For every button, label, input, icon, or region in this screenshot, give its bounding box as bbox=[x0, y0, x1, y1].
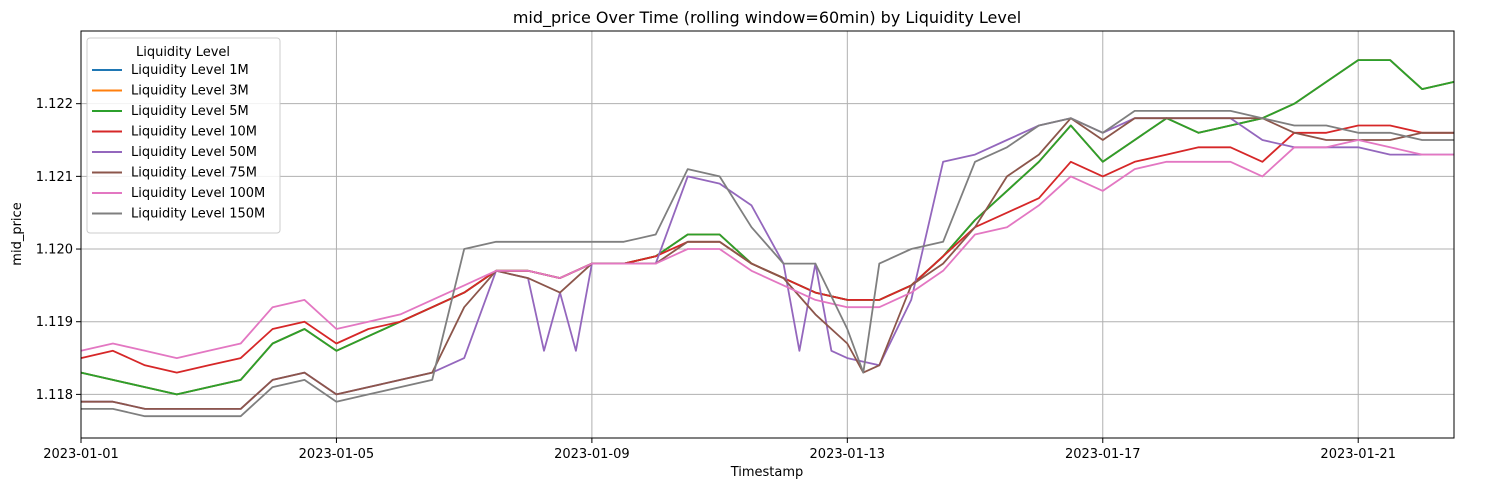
chart-title: mid_price Over Time (rolling window=60mi… bbox=[513, 8, 1021, 28]
y-tick-label: 1.122 bbox=[36, 97, 73, 112]
series-line-8 bbox=[81, 110, 1454, 418]
x-axis: 2023-01-01 2023-01-05 2023-01-09 2023-01-13… bbox=[43, 438, 1396, 462]
legend-entry: Liquidity Level 1M bbox=[131, 63, 249, 78]
x-tick-label: 2023-01-21 bbox=[1320, 447, 1396, 462]
legend: Liquidity Level Liquidity Level 1MLiquid… bbox=[86, 37, 281, 234]
legend-entry: Liquidity Level 5M bbox=[131, 104, 249, 119]
x-tick-label: 2023-01-17 bbox=[1065, 447, 1141, 462]
legend-box bbox=[86, 37, 281, 234]
y-tick-label: 1.120 bbox=[36, 243, 73, 258]
grid-lines bbox=[80, 31, 1454, 438]
x-tick-label: 2023-01-01 bbox=[43, 447, 119, 462]
series-line-6 bbox=[81, 117, 1454, 410]
legend-entry: Liquidity Level 50M bbox=[131, 145, 257, 160]
plot-frame bbox=[80, 30, 1455, 439]
legend-entry: Liquidity Level 10M bbox=[131, 125, 257, 140]
y-tick-label: 1.121 bbox=[36, 170, 73, 185]
y-axis: 1.118 1.119 1.120 1.121 1.122 bbox=[36, 97, 81, 403]
y-tick-label: 1.118 bbox=[36, 388, 73, 403]
x-tick-label: 2023-01-05 bbox=[299, 447, 375, 462]
legend-entry: Liquidity Level 3M bbox=[131, 84, 249, 99]
legend-entry: Liquidity Level 100M bbox=[131, 186, 265, 201]
x-tick-label: 2023-01-13 bbox=[810, 447, 886, 462]
series-line-7 bbox=[80, 139, 1454, 359]
legend-entry: Liquidity Level 75M bbox=[131, 166, 257, 181]
legend-items: Liquidity Level 1M Liquidity Level 3M Liqu… bbox=[92, 63, 265, 222]
legend-title: Liquidity Level bbox=[136, 45, 230, 60]
x-axis-label: Timestamp bbox=[730, 465, 804, 480]
x-tick-label: 2023-01-09 bbox=[554, 447, 630, 462]
y-tick-label: 1.119 bbox=[36, 315, 73, 330]
legend-entry: Liquidity Level 150M bbox=[131, 207, 265, 222]
series-layer bbox=[80, 59, 1455, 418]
y-axis-label: mid_price bbox=[10, 202, 25, 265]
